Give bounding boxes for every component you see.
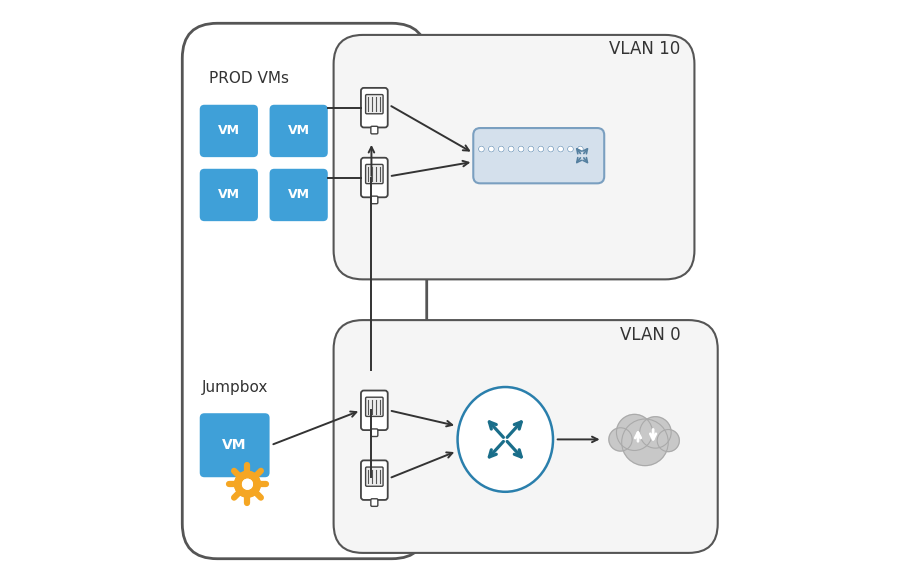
FancyBboxPatch shape [200,169,258,221]
Circle shape [489,146,494,152]
FancyBboxPatch shape [361,391,388,430]
Text: VLAN 0: VLAN 0 [620,326,681,343]
FancyBboxPatch shape [361,460,388,500]
Circle shape [657,430,680,452]
Circle shape [578,146,583,152]
Circle shape [243,480,252,489]
Circle shape [609,428,632,451]
Circle shape [568,146,573,152]
FancyBboxPatch shape [371,126,378,134]
FancyBboxPatch shape [361,158,388,197]
Ellipse shape [457,387,553,492]
Text: VM: VM [288,125,310,137]
Circle shape [640,417,671,448]
FancyBboxPatch shape [371,499,378,506]
FancyBboxPatch shape [473,128,604,183]
FancyBboxPatch shape [361,88,388,127]
Circle shape [558,146,563,152]
FancyBboxPatch shape [371,196,378,204]
Circle shape [548,146,554,152]
FancyBboxPatch shape [334,35,695,279]
FancyBboxPatch shape [371,429,378,436]
Circle shape [538,146,544,152]
FancyBboxPatch shape [270,105,328,157]
Circle shape [622,419,668,466]
FancyBboxPatch shape [334,320,717,553]
Text: VM: VM [218,189,239,201]
Circle shape [235,471,260,497]
Circle shape [518,146,524,152]
FancyBboxPatch shape [365,397,383,417]
FancyBboxPatch shape [365,164,383,184]
Circle shape [616,414,652,450]
Text: VM: VM [288,189,310,201]
FancyBboxPatch shape [365,467,383,487]
Text: PROD VMs: PROD VMs [209,71,289,86]
FancyBboxPatch shape [200,413,270,477]
Text: VM: VM [218,125,239,137]
Text: Jumpbox: Jumpbox [202,379,268,395]
Circle shape [235,471,260,497]
Circle shape [479,146,484,152]
FancyBboxPatch shape [183,23,427,559]
Circle shape [499,146,504,152]
Text: VM: VM [222,438,247,452]
Circle shape [243,480,252,489]
FancyBboxPatch shape [200,105,258,157]
FancyBboxPatch shape [270,169,328,221]
Text: VLAN 10: VLAN 10 [609,41,680,58]
Circle shape [528,146,534,152]
FancyBboxPatch shape [365,94,383,114]
Circle shape [508,146,514,152]
